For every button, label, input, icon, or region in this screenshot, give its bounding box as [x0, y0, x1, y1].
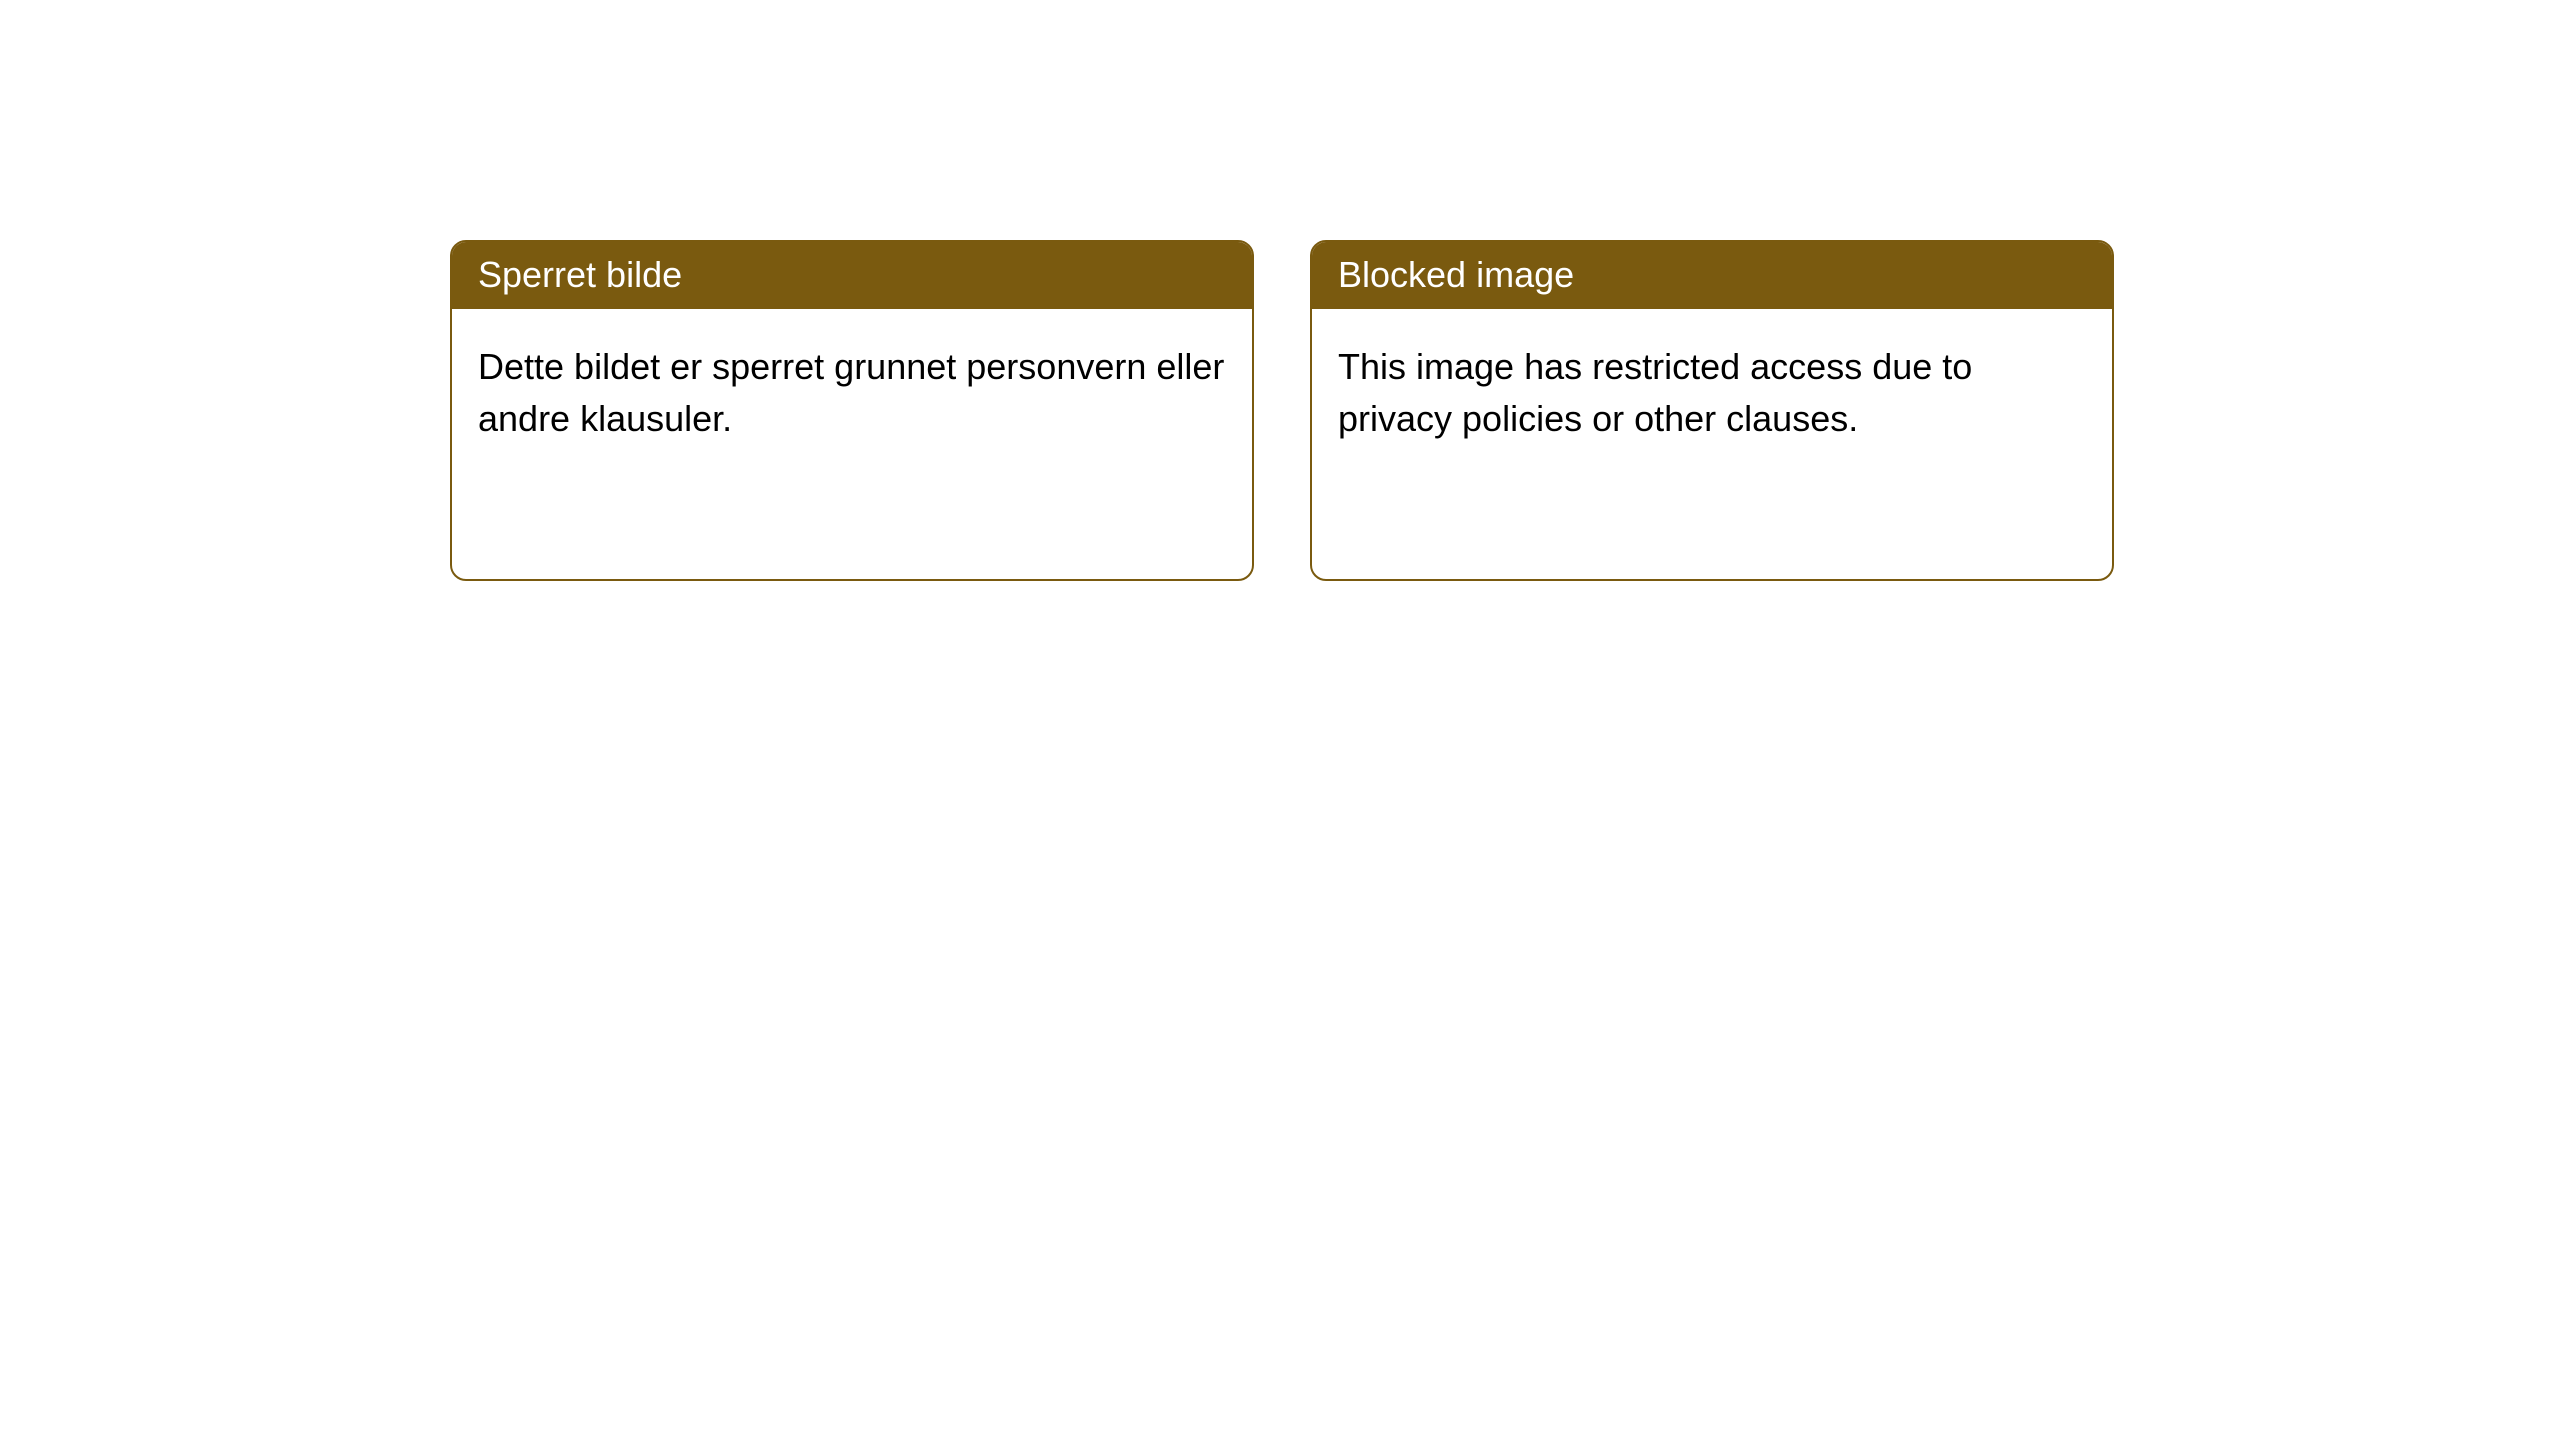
- notice-container: Sperret bilde Dette bildet er sperret gr…: [0, 0, 2560, 581]
- notice-title: Blocked image: [1312, 242, 2112, 309]
- notice-card-english: Blocked image This image has restricted …: [1310, 240, 2114, 581]
- notice-body: This image has restricted access due to …: [1312, 309, 2112, 579]
- notice-title: Sperret bilde: [452, 242, 1252, 309]
- notice-body: Dette bildet er sperret grunnet personve…: [452, 309, 1252, 579]
- notice-card-norwegian: Sperret bilde Dette bildet er sperret gr…: [450, 240, 1254, 581]
